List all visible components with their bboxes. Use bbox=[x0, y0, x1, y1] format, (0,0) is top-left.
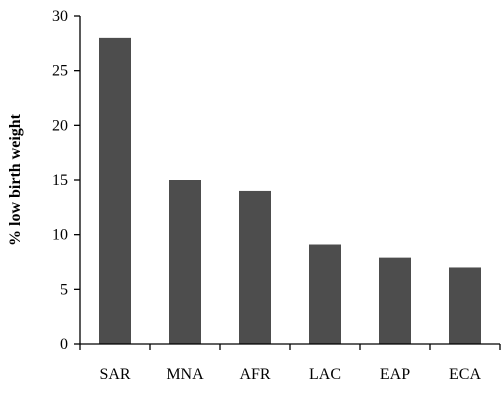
x-tick-label-afr: AFR bbox=[239, 366, 270, 383]
bar-lac bbox=[309, 244, 341, 344]
x-tick-label-lac: LAC bbox=[309, 366, 341, 383]
bar-mna bbox=[169, 180, 201, 344]
x-tick-label-sar: SAR bbox=[99, 366, 130, 383]
bar-eca bbox=[449, 267, 481, 344]
y-tick-label-30: 30 bbox=[52, 8, 68, 25]
y-tick-label-0: 0 bbox=[60, 336, 68, 353]
x-tick-label-mna: MNA bbox=[166, 366, 204, 383]
y-tick-label-25: 25 bbox=[52, 63, 68, 80]
bar-sar bbox=[99, 37, 131, 345]
bar-afr bbox=[239, 190, 271, 344]
y-tick-label-15: 15 bbox=[52, 172, 68, 189]
y-tick-label-20: 20 bbox=[52, 117, 68, 134]
axes-group: 0 5 10 15 20 25 30 SAR MNA AFR LAC EAP ECA bbox=[52, 8, 501, 383]
x-tick-label-eca: ECA bbox=[449, 366, 481, 383]
bar-eap bbox=[379, 257, 411, 344]
bars-group bbox=[99, 37, 481, 345]
x-tick-label-eap: EAP bbox=[380, 366, 410, 383]
y-axis-title: % low birth weight bbox=[7, 113, 24, 246]
y-tick-label-5: 5 bbox=[60, 281, 68, 298]
y-tick-label-10: 10 bbox=[52, 227, 68, 244]
